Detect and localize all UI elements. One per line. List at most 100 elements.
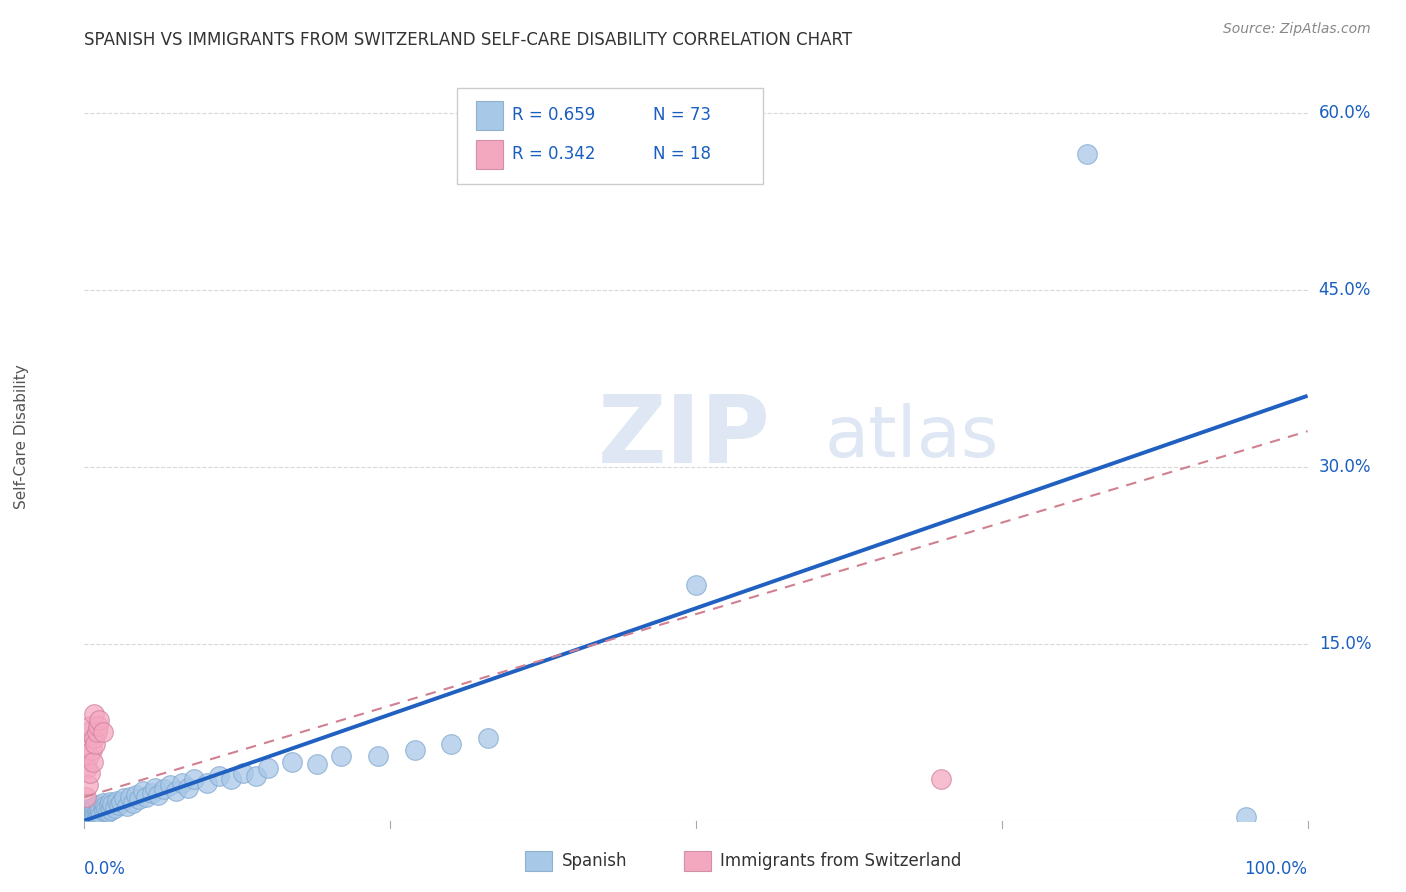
Point	[245, 769, 267, 783]
Point	[83, 707, 105, 722]
Point	[1076, 146, 1098, 161]
Text: 15.0%: 15.0%	[1319, 634, 1371, 653]
Point	[98, 795, 121, 809]
Point	[82, 810, 104, 824]
Point	[96, 802, 118, 816]
Point	[1236, 810, 1258, 824]
Text: 100.0%: 100.0%	[1244, 860, 1308, 878]
Point	[125, 788, 148, 802]
Point	[77, 804, 100, 818]
Text: Source: ZipAtlas.com: Source: ZipAtlas.com	[1223, 22, 1371, 37]
Point	[86, 725, 108, 739]
Point	[143, 780, 166, 795]
Point	[177, 780, 200, 795]
Point	[115, 799, 138, 814]
Point	[100, 803, 122, 817]
Point	[685, 577, 707, 591]
FancyBboxPatch shape	[683, 851, 710, 871]
Point	[87, 714, 110, 728]
Point	[132, 784, 155, 798]
Point	[97, 805, 120, 820]
Text: 45.0%: 45.0%	[1319, 281, 1371, 299]
Point	[75, 790, 97, 805]
Point	[90, 806, 112, 821]
Point	[86, 809, 108, 823]
Point	[122, 796, 145, 810]
Point	[404, 743, 426, 757]
Point	[77, 805, 100, 820]
Point	[76, 807, 98, 822]
Point	[84, 737, 107, 751]
Text: N = 73: N = 73	[654, 106, 711, 124]
Point	[91, 725, 114, 739]
Point	[89, 803, 111, 817]
Text: Self-Care Disability: Self-Care Disability	[14, 365, 30, 509]
Point	[82, 804, 104, 818]
Text: 30.0%: 30.0%	[1319, 458, 1371, 475]
Point	[232, 766, 254, 780]
Point	[929, 772, 952, 787]
Point	[135, 790, 157, 805]
Point	[84, 806, 107, 821]
Point	[153, 781, 176, 796]
Point	[257, 760, 280, 774]
Point	[118, 790, 141, 805]
Text: Spanish: Spanish	[561, 852, 627, 871]
Point	[172, 776, 194, 790]
Point	[208, 769, 231, 783]
Point	[477, 731, 499, 745]
Text: 0.0%: 0.0%	[84, 860, 127, 878]
Point	[183, 772, 205, 787]
Point	[80, 809, 103, 823]
Point	[83, 803, 105, 817]
Text: N = 18: N = 18	[654, 145, 711, 163]
Point	[82, 755, 104, 769]
FancyBboxPatch shape	[475, 140, 503, 169]
Text: 60.0%: 60.0%	[1319, 103, 1371, 121]
Point	[77, 748, 100, 763]
Point	[165, 784, 187, 798]
FancyBboxPatch shape	[457, 88, 763, 184]
Point	[79, 807, 101, 822]
FancyBboxPatch shape	[475, 101, 503, 130]
Text: SPANISH VS IMMIGRANTS FROM SWITZERLAND SELF-CARE DISABILITY CORRELATION CHART: SPANISH VS IMMIGRANTS FROM SWITZERLAND S…	[84, 31, 852, 49]
Point	[330, 748, 353, 763]
Point	[80, 806, 103, 821]
Text: Immigrants from Switzerland: Immigrants from Switzerland	[720, 852, 962, 871]
Point	[93, 804, 115, 818]
Point	[128, 792, 150, 806]
Point	[94, 799, 117, 814]
Point	[112, 791, 135, 805]
Point	[305, 756, 328, 771]
Point	[141, 787, 163, 801]
Point	[77, 802, 100, 816]
Point	[110, 795, 132, 809]
FancyBboxPatch shape	[524, 851, 551, 871]
Point	[79, 766, 101, 780]
Text: R = 0.342: R = 0.342	[513, 145, 596, 163]
Point	[77, 778, 100, 792]
Point	[76, 737, 98, 751]
Text: R = 0.659: R = 0.659	[513, 106, 596, 124]
Point	[281, 755, 304, 769]
Text: atlas: atlas	[824, 402, 998, 472]
Point	[77, 810, 100, 824]
Point	[87, 798, 110, 813]
Point	[87, 802, 110, 816]
Point	[76, 760, 98, 774]
Point	[101, 797, 124, 811]
Point	[91, 796, 114, 810]
Point	[219, 772, 242, 787]
Point	[367, 748, 389, 763]
Point	[91, 800, 114, 814]
Point	[87, 719, 110, 733]
Point	[146, 788, 169, 802]
Point	[107, 798, 129, 813]
Point	[84, 799, 107, 814]
Point	[79, 719, 101, 733]
Point	[440, 737, 463, 751]
Point	[97, 798, 120, 813]
Text: ZIP: ZIP	[598, 391, 770, 483]
Point	[104, 800, 127, 814]
Point	[80, 743, 103, 757]
